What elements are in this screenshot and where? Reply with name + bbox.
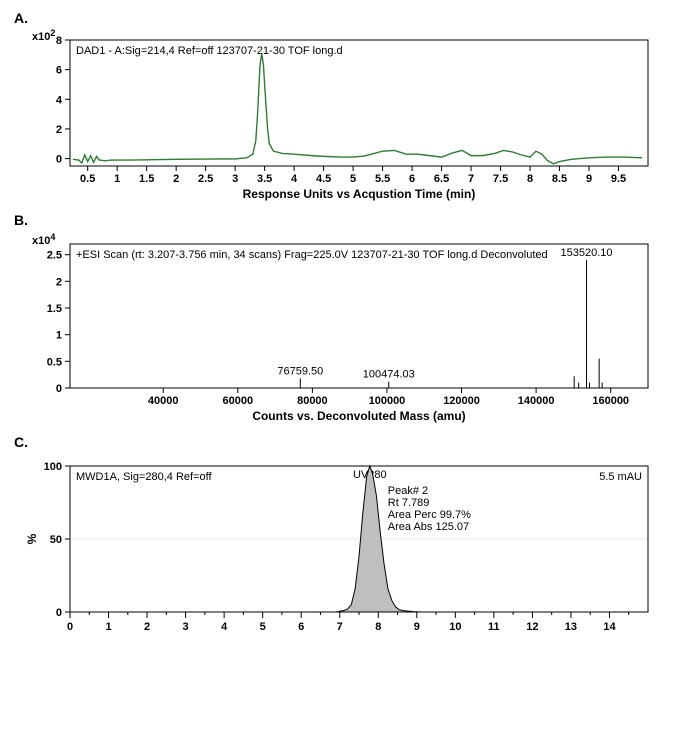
panel-b-chart: x104 +ESI Scan (rt: 3.207-3.756 min, 34 s…	[14, 230, 674, 428]
svg-text:2.5: 2.5	[47, 250, 62, 262]
svg-text:Counts vs. Deconvoluted Mass (: Counts vs. Deconvoluted Mass (amu)	[252, 409, 465, 423]
svg-text:40000: 40000	[148, 395, 179, 407]
svg-text:3.5: 3.5	[257, 173, 272, 185]
svg-text:9: 9	[586, 173, 592, 185]
svg-text:5.5 mAU: 5.5 mAU	[599, 471, 642, 483]
svg-text:100: 100	[44, 461, 62, 473]
panel-b-label: B.	[14, 212, 674, 228]
panel-a-label: A.	[14, 10, 674, 26]
svg-text:9.5: 9.5	[611, 173, 626, 185]
svg-text:x104: x104	[32, 232, 55, 247]
svg-text:0: 0	[56, 383, 62, 395]
svg-text:8: 8	[375, 621, 381, 633]
svg-text:4: 4	[56, 94, 63, 106]
panel-a: A. x102 DAD1 - A:Sig=214,4 Ref=off 123707…	[14, 10, 674, 206]
svg-text:Peak# 2: Peak# 2	[388, 485, 428, 497]
svg-text:+ESI Scan (rt: 3.207-3.756 min: +ESI Scan (rt: 3.207-3.756 min, 34 scans…	[76, 249, 548, 261]
svg-text:9: 9	[414, 621, 420, 633]
svg-text:120000: 120000	[443, 395, 480, 407]
svg-text:Area Abs 125.07: Area Abs 125.07	[388, 521, 469, 533]
svg-text:6: 6	[409, 173, 415, 185]
svg-text:6: 6	[298, 621, 304, 633]
svg-text:0.5: 0.5	[47, 356, 62, 368]
svg-text:7: 7	[337, 621, 343, 633]
svg-text:12: 12	[526, 621, 538, 633]
svg-text:11: 11	[488, 621, 500, 633]
panel-c-chart: MWD1A, Sig=280,4 Ref=offUV2805.5 mAUPeak…	[14, 452, 674, 652]
svg-text:14: 14	[603, 621, 616, 633]
svg-text:6: 6	[56, 65, 62, 77]
svg-text:7: 7	[468, 173, 474, 185]
svg-text:140000: 140000	[518, 395, 555, 407]
svg-text:1: 1	[56, 330, 62, 342]
svg-text:8.5: 8.5	[552, 173, 567, 185]
svg-text:1: 1	[105, 621, 111, 633]
svg-text:2: 2	[56, 276, 62, 288]
svg-text:1: 1	[114, 173, 120, 185]
svg-text:5.5: 5.5	[375, 173, 390, 185]
svg-text:0: 0	[56, 607, 62, 619]
svg-text:2.5: 2.5	[198, 173, 213, 185]
svg-text:2: 2	[173, 173, 179, 185]
svg-text:100000: 100000	[369, 395, 406, 407]
svg-text:7.5: 7.5	[493, 173, 508, 185]
svg-text:80000: 80000	[297, 395, 328, 407]
svg-text:3: 3	[183, 621, 189, 633]
svg-text:5: 5	[260, 621, 266, 633]
svg-text:60000: 60000	[223, 395, 254, 407]
svg-text:1.5: 1.5	[139, 173, 154, 185]
svg-text:8: 8	[56, 35, 62, 47]
svg-text:DAD1 - A:Sig=214,4 Ref=off 123: DAD1 - A:Sig=214,4 Ref=off 123707-21-30 …	[76, 45, 343, 57]
svg-text:2: 2	[144, 621, 150, 633]
svg-text:4.5: 4.5	[316, 173, 331, 185]
svg-text:Area Perc 99.7%: Area Perc 99.7%	[388, 509, 471, 521]
svg-text:5: 5	[350, 173, 356, 185]
svg-text:4: 4	[221, 621, 228, 633]
panel-a-chart: x102 DAD1 - A:Sig=214,4 Ref=off 123707-21…	[14, 28, 674, 206]
svg-text:Response Units vs Acqustion Ti: Response Units vs Acqustion Time (min)	[243, 187, 476, 201]
svg-text:10: 10	[449, 621, 461, 633]
svg-text:76759.50: 76759.50	[277, 365, 323, 377]
svg-text:50: 50	[50, 534, 62, 546]
svg-text:4: 4	[291, 173, 298, 185]
svg-text:13: 13	[565, 621, 577, 633]
svg-text:0: 0	[67, 621, 73, 633]
svg-text:1.5: 1.5	[47, 303, 62, 315]
svg-text:x102: x102	[32, 28, 55, 43]
svg-text:2: 2	[56, 124, 62, 136]
svg-text:8: 8	[527, 173, 533, 185]
svg-text:100474.03: 100474.03	[363, 369, 415, 381]
panel-b: B. x104 +ESI Scan (rt: 3.207-3.756 min, 3…	[14, 212, 674, 428]
svg-text:0: 0	[56, 154, 62, 166]
svg-text:153520.10: 153520.10	[561, 247, 613, 259]
svg-text:MWD1A, Sig=280,4 Ref=off: MWD1A, Sig=280,4 Ref=off	[76, 471, 212, 483]
svg-text:6.5: 6.5	[434, 173, 449, 185]
svg-text:Rt 7.789: Rt 7.789	[388, 497, 430, 509]
panel-c-label: C.	[14, 434, 674, 450]
svg-text:3: 3	[232, 173, 238, 185]
svg-text:160000: 160000	[592, 395, 629, 407]
panel-c: C. MWD1A, Sig=280,4 Ref=offUV2805.5 mAUP…	[14, 434, 674, 652]
svg-text:0.5: 0.5	[80, 173, 95, 185]
svg-text:%: %	[25, 533, 39, 544]
